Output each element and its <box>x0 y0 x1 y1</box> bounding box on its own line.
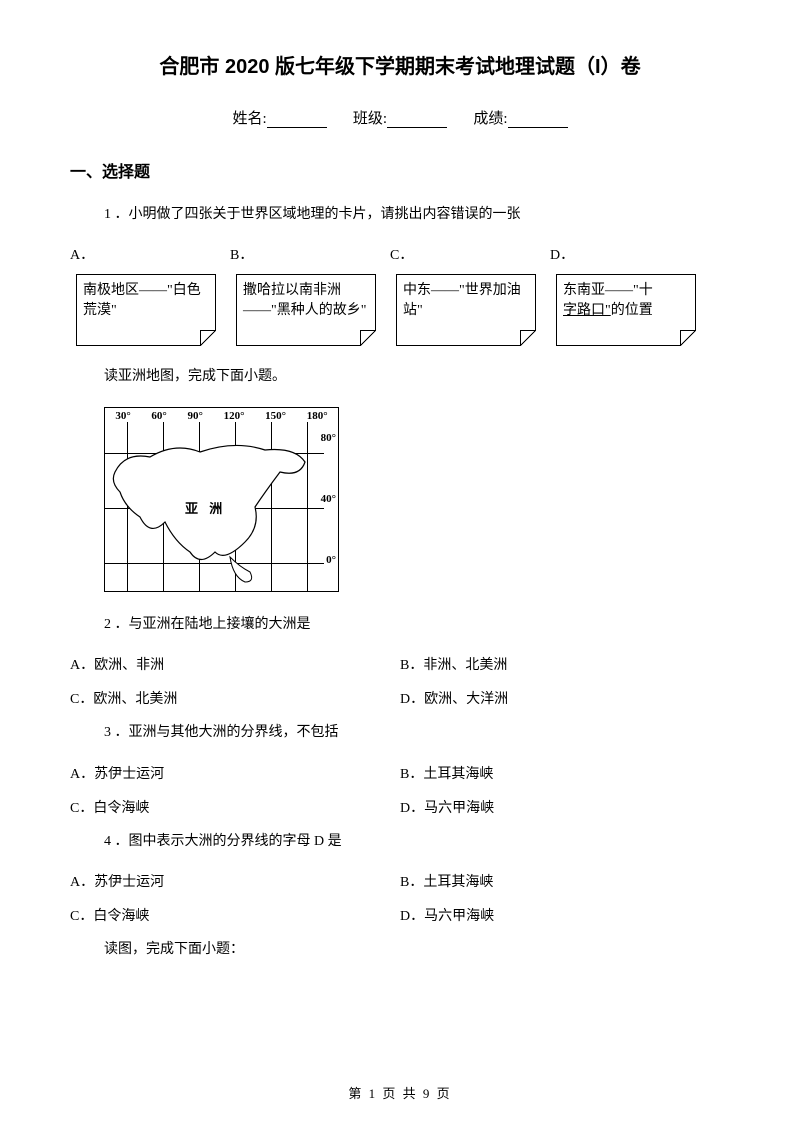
q3-options-row1: A．苏伊士运河 B．土耳其海峡 <box>70 763 730 783</box>
q1-opt-a-label: A． <box>70 244 230 264</box>
q4-text: 4 ．图中表示大洲的分界线的字母 D 是 <box>104 831 730 853</box>
q1-opt-c-label: C． <box>390 244 550 264</box>
fold-icon <box>360 330 376 346</box>
q4-opt-c: C．白令海峡 <box>70 905 400 925</box>
score-label: 成绩: <box>473 111 507 127</box>
map-top-labels: 30° 60° 90° 120° 150° 180° <box>105 410 338 422</box>
q2-opt-a: A．欧洲、非洲 <box>70 654 400 674</box>
card-c: 中东——"世界加油站" <box>396 274 536 346</box>
map-lon-label: 150° <box>265 410 286 422</box>
q2-options-row2: C．欧洲、北美洲 D．欧洲、大洋洲 <box>70 688 730 708</box>
map-lon-label: 90° <box>187 410 202 422</box>
card-d-line2: 字路口" <box>563 303 611 318</box>
class-blank[interactable] <box>387 114 447 128</box>
q2-opt-d: D．欧洲、大洋洲 <box>400 688 730 708</box>
card-b-text: 撒哈拉以南非洲——"黑种人的故乡" <box>243 283 366 318</box>
page-footer: 第 1 页 共 9 页 <box>0 1083 800 1102</box>
q2-opt-b: B．非洲、北美洲 <box>400 654 730 674</box>
fold-icon <box>520 330 536 346</box>
map-lat-label: 0° <box>326 554 336 566</box>
q3-text: 3 ．亚洲与其他大洲的分界线，不包括 <box>104 722 730 744</box>
map-lon-label: 120° <box>224 410 245 422</box>
q4-opt-d: D．马六甲海峡 <box>400 905 730 925</box>
card-d-suffix: 的位置 <box>611 303 653 318</box>
asia-map: 30° 60° 90° 120° 150° 180° 80° 40° 0° 亚 … <box>104 407 339 592</box>
q3-options-row2: C．白令海峡 D．马六甲海峡 <box>70 797 730 817</box>
page-title: 合肥市 2020 版七年级下学期期末考试地理试题（I）卷 <box>70 50 730 79</box>
q3-opt-a: A．苏伊士运河 <box>70 763 400 783</box>
card-b: 撒哈拉以南非洲——"黑种人的故乡" <box>236 274 376 346</box>
q1-text: 1 ．小明做了四张关于世界区域地理的卡片，请挑出内容错误的一张 <box>104 204 730 226</box>
q1-option-labels: A． B． C． D． <box>70 244 730 264</box>
q3-opt-b: B．土耳其海峡 <box>400 763 730 783</box>
q3-opt-d: D．马六甲海峡 <box>400 797 730 817</box>
map-lon-label: 60° <box>151 410 166 422</box>
q4-opt-b: B．土耳其海峡 <box>400 871 730 891</box>
q4-options-row1: A．苏伊士运河 B．土耳其海峡 <box>70 871 730 891</box>
q2-options-row1: A．欧洲、非洲 B．非洲、北美洲 <box>70 654 730 674</box>
class-label: 班级: <box>353 111 387 127</box>
cards-row: 南极地区——"白色荒漠" 撒哈拉以南非洲——"黑种人的故乡" 中东——"世界加油… <box>76 274 730 346</box>
card-d-line1: 东南亚——"十 <box>563 283 653 298</box>
q2-text: 2 ．与亚洲在陆地上接壤的大洲是 <box>104 614 730 636</box>
q4-options-row2: C．白令海峡 D．马六甲海峡 <box>70 905 730 925</box>
map-instruction: 读亚洲地图，完成下面小题。 <box>104 366 730 388</box>
section-heading: 一、选择题 <box>70 158 730 182</box>
card-d: 东南亚——"十 字路口"的位置 <box>556 274 696 346</box>
card-c-text: 中东——"世界加油站" <box>403 283 521 318</box>
fold-icon <box>200 330 216 346</box>
name-blank[interactable] <box>267 114 327 128</box>
q2-opt-c: C．欧洲、北美洲 <box>70 688 400 708</box>
fold-icon <box>680 330 696 346</box>
card-a: 南极地区——"白色荒漠" <box>76 274 216 346</box>
score-blank[interactable] <box>508 114 568 128</box>
map-lon-label: 30° <box>115 410 130 422</box>
next-instruction: 读图，完成下面小题： <box>104 939 730 961</box>
name-label: 姓名: <box>232 111 266 127</box>
card-a-text: 南极地区——"白色荒漠" <box>83 283 201 318</box>
q4-opt-a: A．苏伊士运河 <box>70 871 400 891</box>
info-line: 姓名: 班级: 成绩: <box>70 107 730 128</box>
q1-opt-d-label: D． <box>550 244 710 264</box>
q1-opt-b-label: B． <box>230 244 390 264</box>
asia-label: 亚 洲 <box>185 498 226 517</box>
q3-opt-c: C．白令海峡 <box>70 797 400 817</box>
